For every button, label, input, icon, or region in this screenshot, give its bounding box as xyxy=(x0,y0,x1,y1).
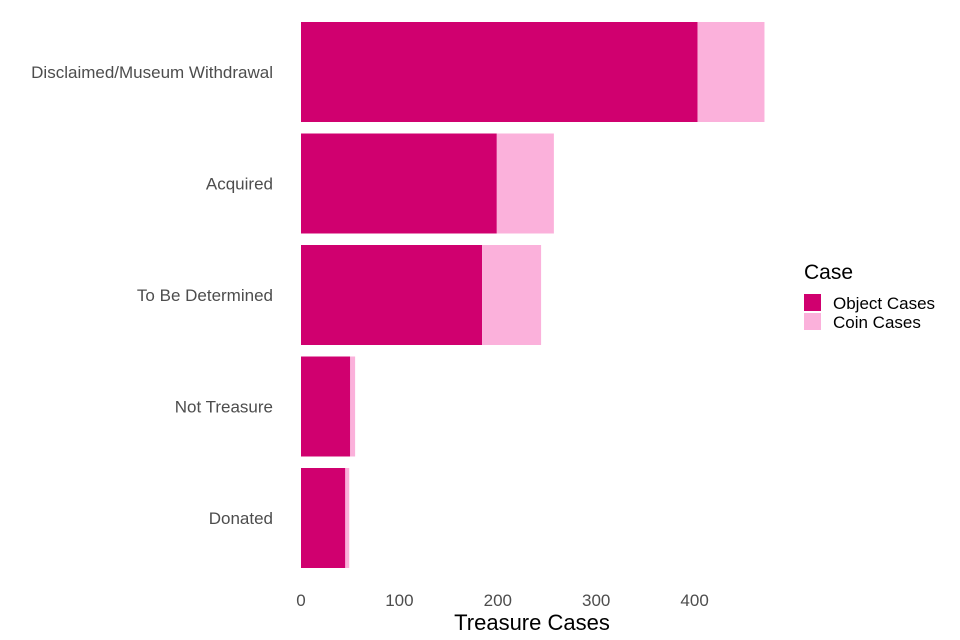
x-tick-label: 0 xyxy=(296,591,305,610)
category-label: Donated xyxy=(209,509,273,528)
bar-to-be-determined-coin-cases xyxy=(482,245,542,345)
legend-swatch-coin-cases xyxy=(804,313,821,330)
x-axis-ticks: 0 100 200 300 400 xyxy=(296,591,709,610)
bar-disclaimed-museum-withdrawal-object-cases xyxy=(301,22,698,122)
bars xyxy=(301,22,765,568)
bar-to-be-determined-object-cases xyxy=(301,245,483,345)
bar-not-treasure-object-cases xyxy=(301,356,351,457)
x-tick-label: 100 xyxy=(385,591,413,610)
legend-title: Case xyxy=(804,261,853,284)
category-label: To Be Determined xyxy=(137,286,273,305)
category-labels: Disclaimed/Museum Withdrawal Acquired To B… xyxy=(31,63,273,528)
bar-not-treasure-coin-cases xyxy=(350,356,356,457)
legend-label-coin-cases: Coin Cases xyxy=(833,313,921,332)
bar-donated-coin-cases xyxy=(345,468,350,568)
bar-acquired-object-cases xyxy=(301,133,497,234)
legend-swatch-object-cases xyxy=(804,294,821,311)
x-axis-title: Treasure Cases xyxy=(454,610,610,635)
x-tick-label: 400 xyxy=(680,591,708,610)
bar-disclaimed-museum-withdrawal-coin-cases xyxy=(697,22,765,122)
x-tick-label: 200 xyxy=(484,591,512,610)
x-tick-label: 300 xyxy=(582,591,610,610)
category-label: Disclaimed/Museum Withdrawal xyxy=(31,63,273,82)
category-label: Acquired xyxy=(206,175,273,194)
bar-donated-object-cases xyxy=(301,468,346,568)
bar-acquired-coin-cases xyxy=(496,133,554,234)
legend-label-object-cases: Object Cases xyxy=(833,294,935,313)
category-label: Not Treasure xyxy=(175,398,273,417)
